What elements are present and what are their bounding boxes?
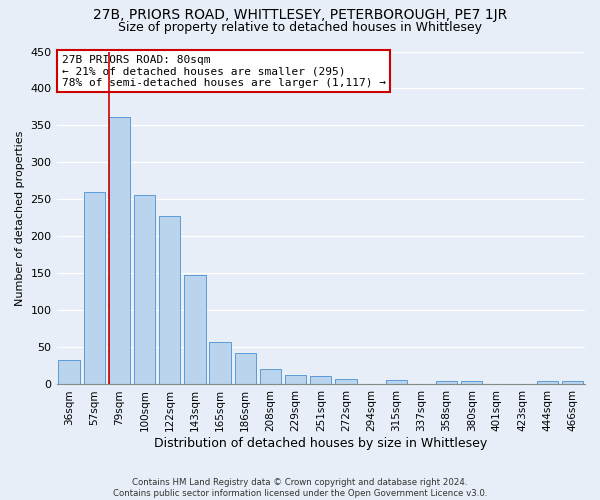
Text: Contains HM Land Registry data © Crown copyright and database right 2024.
Contai: Contains HM Land Registry data © Crown c… — [113, 478, 487, 498]
Bar — [335, 380, 356, 384]
Bar — [209, 342, 231, 384]
Y-axis label: Number of detached properties: Number of detached properties — [15, 130, 25, 306]
Bar — [285, 375, 307, 384]
Text: Size of property relative to detached houses in Whittlesey: Size of property relative to detached ho… — [118, 21, 482, 34]
Bar — [386, 380, 407, 384]
X-axis label: Distribution of detached houses by size in Whittlesey: Distribution of detached houses by size … — [154, 437, 487, 450]
Bar — [260, 369, 281, 384]
Bar — [436, 381, 457, 384]
Bar — [134, 195, 155, 384]
Bar — [310, 376, 331, 384]
Bar — [461, 381, 482, 384]
Bar — [536, 382, 558, 384]
Text: 27B, PRIORS ROAD, WHITTLESEY, PETERBOROUGH, PE7 1JR: 27B, PRIORS ROAD, WHITTLESEY, PETERBOROU… — [93, 8, 507, 22]
Bar — [562, 382, 583, 384]
Bar — [235, 352, 256, 384]
Bar — [58, 360, 80, 384]
Bar — [109, 116, 130, 384]
Bar — [184, 275, 206, 384]
Bar — [159, 216, 181, 384]
Text: 27B PRIORS ROAD: 80sqm
← 21% of detached houses are smaller (295)
78% of semi-de: 27B PRIORS ROAD: 80sqm ← 21% of detached… — [62, 55, 386, 88]
Bar — [83, 192, 105, 384]
